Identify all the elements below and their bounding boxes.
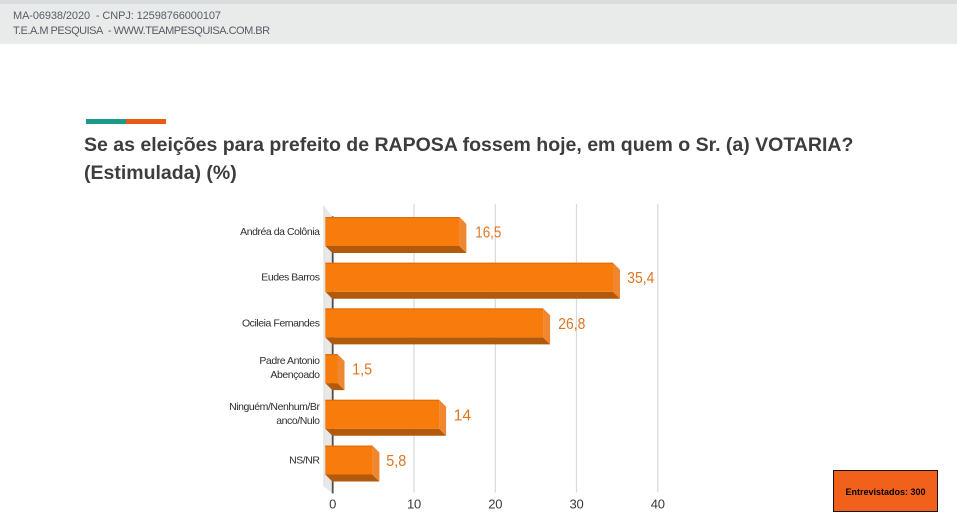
svg-text:1,5: 1,5 xyxy=(352,362,372,379)
svg-text:Andréa da Colônia: Andréa da Colônia xyxy=(240,226,320,238)
svg-text:anco/Nulo: anco/Nulo xyxy=(276,415,320,427)
svg-text:40: 40 xyxy=(651,497,665,512)
svg-text:10: 10 xyxy=(407,497,421,512)
svg-text:26,8: 26,8 xyxy=(558,316,585,333)
svg-text:Abençoado: Abençoado xyxy=(270,369,320,381)
svg-text:Eudes Barros: Eudes Barros xyxy=(261,272,319,284)
svg-text:Ocileia Fernandes: Ocileia Fernandes xyxy=(242,317,320,329)
svg-text:NS/NR: NS/NR xyxy=(289,455,320,467)
svg-text:20: 20 xyxy=(488,497,502,512)
svg-text:16,5: 16,5 xyxy=(475,225,501,242)
svg-text:14: 14 xyxy=(454,407,472,424)
svg-text:Ninguém/Nenhum/Br: Ninguém/Nenhum/Br xyxy=(229,401,320,413)
svg-text:35,4: 35,4 xyxy=(627,270,654,287)
svg-text:0: 0 xyxy=(329,497,336,512)
svg-text:Padre Antonio: Padre Antonio xyxy=(259,355,320,367)
svg-text:30: 30 xyxy=(569,497,583,512)
svg-text:5,8: 5,8 xyxy=(386,453,406,470)
